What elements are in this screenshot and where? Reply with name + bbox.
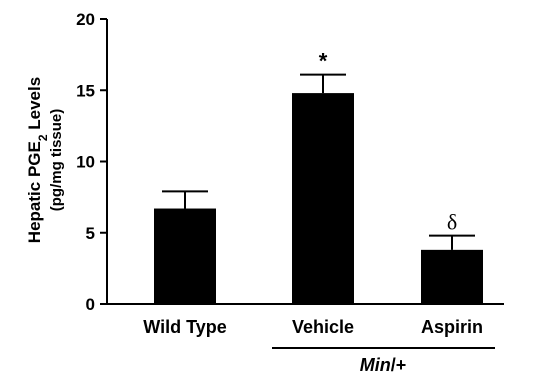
category-label: Vehicle — [292, 317, 354, 337]
y-tick-label: 20 — [76, 10, 95, 29]
y-tick-label: 15 — [76, 81, 95, 100]
category-labels: Wild Type Vehicle Aspirin — [143, 317, 483, 337]
y-ticks: 0 5 10 15 20 — [76, 10, 107, 314]
y-tick-label: 10 — [76, 153, 95, 172]
group-label-rest: /+ — [391, 355, 407, 375]
y-axis-title-line2: (pg/mg tissue) — [48, 109, 65, 212]
error-bars — [162, 73, 475, 250]
y-axis-title-suffix: Levels — [25, 77, 44, 135]
category-label: Wild Type — [143, 317, 227, 337]
y-axis-title-prefix: Hepatic PGE — [25, 141, 44, 243]
annotations: *δ — [319, 49, 457, 235]
bar — [292, 93, 354, 304]
significance-annotation: δ — [447, 210, 457, 235]
bars — [154, 93, 483, 304]
y-tick-label: 0 — [86, 295, 95, 314]
category-label: Aspirin — [421, 317, 483, 337]
group-label-italic: Min — [360, 355, 391, 375]
bar — [421, 249, 483, 304]
y-axis-title-subscript: 2 — [36, 134, 50, 141]
y-tick-label: 5 — [86, 224, 95, 243]
significance-annotation: * — [319, 49, 328, 74]
group-label: Min/+ — [360, 355, 407, 375]
bar — [154, 208, 216, 304]
y-axis-title: Hepatic PGE2 Levels — [25, 77, 50, 243]
